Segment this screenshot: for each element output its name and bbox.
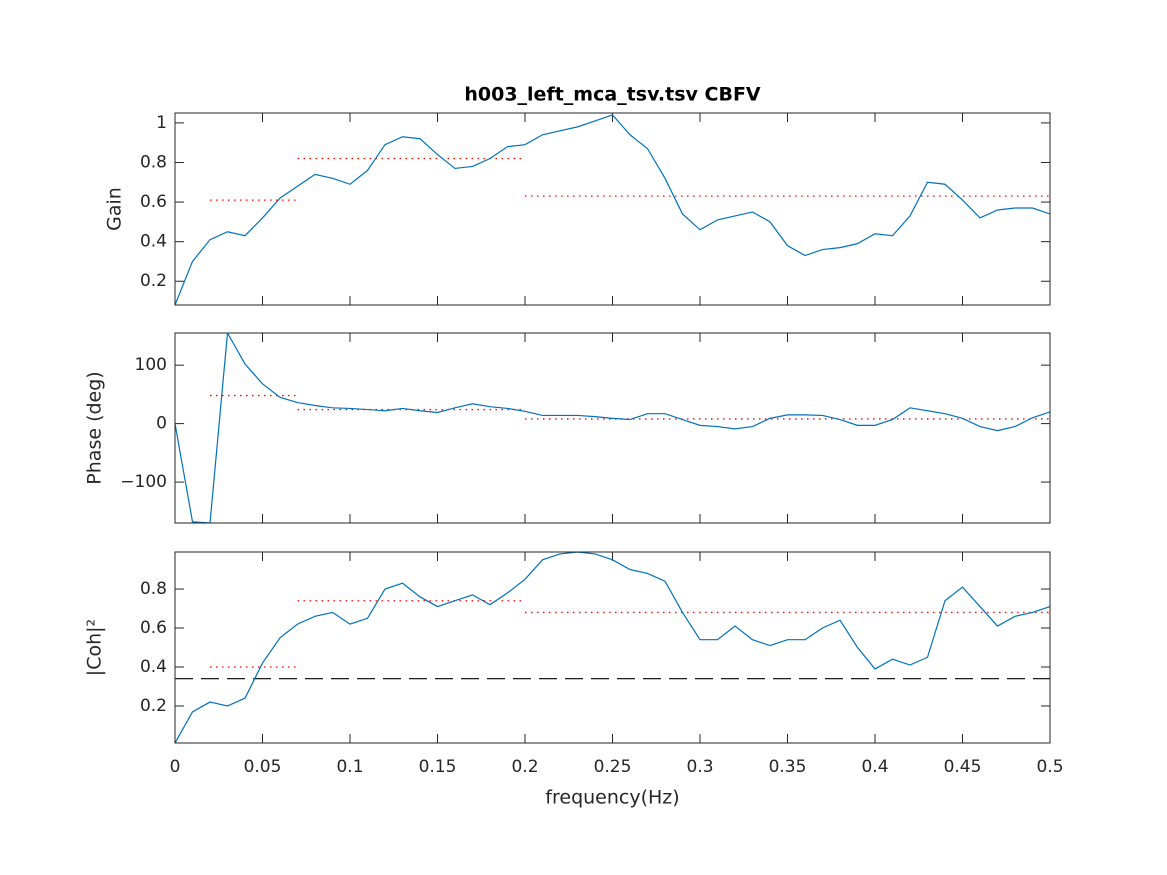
y-axis-label: |Coh|² <box>84 619 106 676</box>
y-tick-label: 1 <box>156 113 167 133</box>
x-tick-label: 0.3 <box>686 757 713 777</box>
plot-area <box>175 552 1050 743</box>
series-line <box>175 552 1050 743</box>
y-axis-label: Phase (deg) <box>84 371 106 484</box>
x-tick-label: 0.25 <box>594 757 632 777</box>
y-tick-label: 0.4 <box>140 232 167 252</box>
x-tick-label: 0 <box>170 757 181 777</box>
y-tick-label: 0.2 <box>140 271 167 291</box>
y-tick-label: 0 <box>156 414 167 434</box>
x-tick-label: 0.2 <box>511 757 538 777</box>
plot-area <box>175 333 1050 523</box>
x-tick-label: 0.1 <box>336 757 363 777</box>
x-axis-label: frequency(Hz) <box>545 787 679 809</box>
series-line <box>175 114 1050 305</box>
x-tick-label: 0.5 <box>1036 757 1063 777</box>
y-axis-label: Gain <box>104 187 126 231</box>
y-tick-label: −100 <box>120 472 167 492</box>
y-tick-label: 0.8 <box>140 152 167 172</box>
y-tick-label: 0.6 <box>140 618 167 638</box>
plot-area <box>175 114 1050 305</box>
axes-background <box>175 113 1050 305</box>
x-tick-label: 0.15 <box>419 757 457 777</box>
axes-frame <box>174 332 1051 524</box>
y-tick-label: 0.2 <box>140 696 167 716</box>
x-tick-label: 0.35 <box>769 757 807 777</box>
y-tick-label: 0.4 <box>140 657 167 677</box>
y-tick-label: 0.6 <box>140 192 167 212</box>
axes-background <box>175 552 1050 743</box>
chart-title: h003_left_mca_tsv.tsv CBFV <box>464 84 761 106</box>
x-tick-label: 0.4 <box>861 757 888 777</box>
axes-frame <box>174 112 1051 306</box>
x-tick-label: 0.45 <box>944 757 982 777</box>
axes-frame <box>174 551 1051 744</box>
axes-background <box>175 333 1050 523</box>
y-tick-label: 0.8 <box>140 579 167 599</box>
x-tick-label: 0.05 <box>244 757 282 777</box>
y-tick-label: 100 <box>135 355 167 375</box>
series-line <box>175 333 1050 523</box>
